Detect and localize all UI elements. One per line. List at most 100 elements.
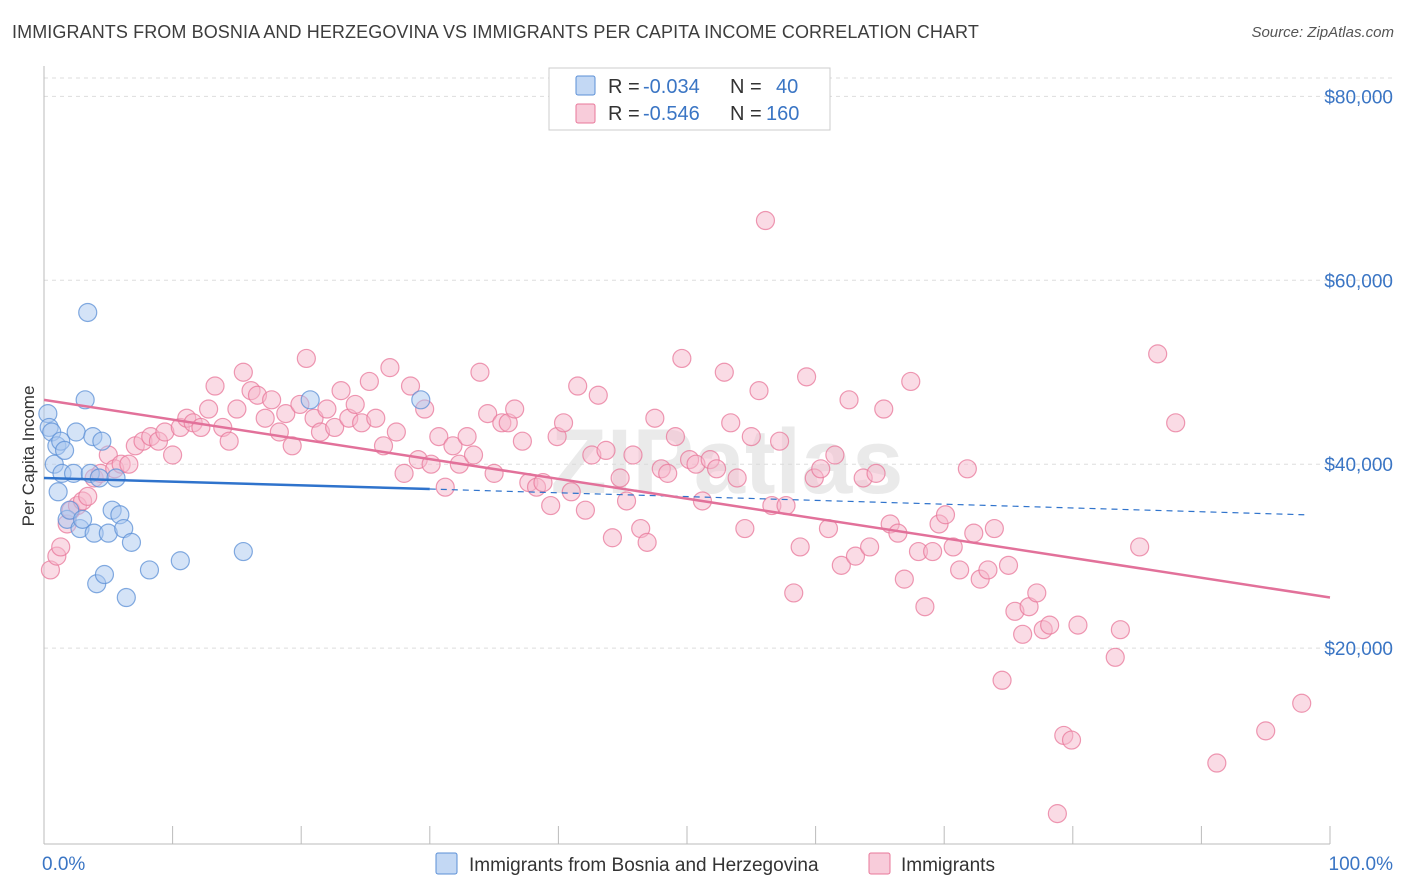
immigrants-point [950,560,970,580]
bosnia-point [54,440,75,461]
bosnia-point [411,390,431,410]
immigrants-point [790,537,810,557]
immigrants-point [796,367,817,387]
immigrants-point [331,381,351,401]
bosnia-point [94,564,115,585]
immigrants-point [749,381,769,401]
bottom-legend: Immigrants from Bosnia and Herzegovina I… [435,852,995,876]
immigrants-point [505,399,525,419]
immigrants-point [119,454,139,474]
immigrants-point [1292,693,1312,713]
immigrants-point [435,477,455,497]
immigrants-point [478,404,498,424]
y-tick-labels: $20,000 $40,000 $60,000 $80,000 [1324,87,1393,660]
immigrants-point [1105,647,1125,667]
immigrants-point [541,495,561,516]
immigrants-point [755,210,776,231]
immigrants-point [1148,344,1168,364]
immigrants-point [1013,624,1033,644]
bottom-legend-swatch-blue [435,852,458,875]
immigrants-point [964,523,984,543]
immigrants-point [51,537,71,557]
immigrants-point [894,569,914,589]
immigrants-point [553,413,574,433]
legend-r-label-1: R = [608,76,640,98]
bosnia-point [121,532,142,552]
immigrants-point [610,468,630,488]
immigrants-point [901,371,921,392]
immigrants-point [561,482,581,502]
legend-r-label-2: R = [608,103,640,125]
legend-r-value-1: -0.034 [643,76,700,98]
immigrants-point [575,500,596,520]
bottom-legend-label-2: Immigrants [901,855,995,876]
bosnia-point [48,482,68,502]
legend-n-value-2: 160 [766,103,799,125]
immigrants-point [325,417,345,438]
immigrants-point [463,445,484,465]
y-axis-label: Per Capita Income [19,386,38,527]
legend-swatch-blue [575,75,596,96]
bosnia-point [233,541,253,562]
trend-lines [43,398,1331,599]
immigrants-point [866,463,886,483]
immigrants-point [78,486,98,506]
immigrants-point [1027,583,1047,603]
immigrants-point [998,555,1019,575]
immigrants-point [992,670,1012,690]
immigrants-point [255,408,275,428]
bosnia-point [116,587,136,608]
legend-swatch-pink [575,103,596,124]
immigrants-point [727,468,747,488]
immigrants-point [227,399,247,419]
immigrants-point [825,445,845,465]
immigrants-point [935,505,956,525]
immigrants-point [199,399,219,419]
immigrants-point [616,491,637,511]
immigrants-point [205,376,225,396]
immigrants-point [1068,615,1088,635]
immigrants-point [394,463,414,483]
x-tick-labels: 0.0% 100.0% [42,854,1393,875]
source-note: Source: ZipAtlas.com [1251,24,1394,41]
bosnia-trend-line [43,476,430,491]
immigrants-point [233,362,253,382]
immigrants-point [714,362,734,382]
immigrants-point [665,427,686,447]
immigrants-point [741,427,761,447]
immigrants-point [191,417,211,438]
immigrants-point [658,463,678,483]
immigrants-point [588,385,608,405]
immigrants-point [721,413,741,433]
x-tick-label-min: 0.0% [42,854,85,875]
immigrants-point [831,555,851,575]
bottom-legend-swatch-pink [868,852,891,875]
immigrants-point [957,459,977,479]
bosnia-point [92,431,112,451]
immigrants-point [443,436,463,456]
bosnia-point [139,560,160,580]
bosnia-point [170,551,190,571]
x-tick-label-max: 100.0% [1329,854,1394,875]
immigrants-point [1166,413,1186,433]
bosnia-point [66,422,86,442]
immigrants-point [568,376,588,396]
immigrants-point [978,560,998,580]
chart-title: IMMIGRANTS FROM BOSNIA AND HERZEGOVINA V… [12,22,979,42]
immigrants-point [1130,537,1150,557]
immigrants-point [380,358,400,378]
immigrants-point [345,394,365,415]
bottom-legend-label-1: Immigrants from Bosnia and Herzegovina [469,855,819,876]
bosnia-point [72,509,93,529]
immigrants-point [296,348,316,369]
immigrants-point [860,537,880,557]
immigrants-point [874,399,894,419]
immigrants-point [262,390,282,410]
y-tick-label: $20,000 [1324,639,1393,660]
legend-r-value-2: -0.546 [643,103,700,125]
immigrants-point [457,427,477,447]
y-tick-label: $60,000 [1324,271,1393,292]
immigrants-point [596,440,616,461]
immigrants-point [1061,730,1082,750]
immigrants-point [359,371,379,392]
